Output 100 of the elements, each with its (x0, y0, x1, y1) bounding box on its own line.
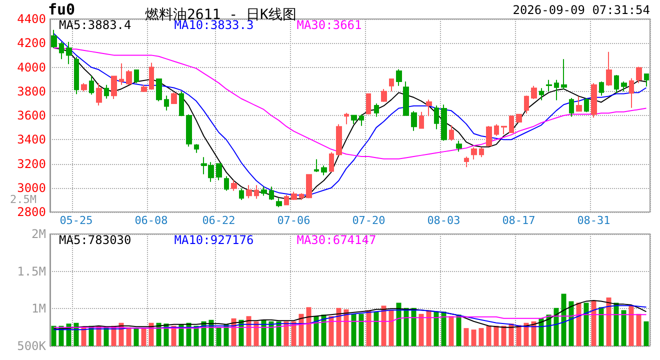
candlestick (359, 114, 364, 126)
y-tick-label: 1.5M (17, 264, 46, 278)
x-tick-label: 05-25 (60, 214, 93, 227)
candlestick (134, 70, 139, 84)
y-tick-label: 1M (32, 302, 46, 316)
candlestick (269, 186, 274, 200)
candlestick (59, 41, 64, 60)
series-label: MA5:3883.4 (59, 18, 132, 32)
candlestick (224, 176, 229, 192)
candlestick (276, 198, 282, 208)
candlestick (126, 70, 132, 86)
text: MA5:783030 (59, 233, 132, 247)
candlestick (111, 75, 117, 100)
candlestick (501, 125, 507, 135)
text: MA30:3661 (296, 18, 362, 32)
text: 2.5M (10, 193, 37, 206)
x-tick-label: 06-22 (202, 214, 236, 227)
candlestick (344, 112, 349, 125)
candlestick (149, 62, 154, 90)
candlestick (621, 80, 627, 92)
candlestick (74, 56, 79, 95)
y-tick-label: 3200 (17, 156, 46, 171)
candlestick (239, 188, 244, 200)
candlestick (186, 114, 192, 148)
x-tick-label: 08-03 (427, 214, 460, 227)
candlestick (254, 184, 259, 200)
candlestick (584, 98, 589, 113)
candlestick (441, 104, 447, 142)
candlestick (291, 191, 297, 200)
x-tick-label: 07-06 (277, 214, 310, 227)
candlestick (531, 85, 537, 100)
y-tick-label: 4200 (17, 36, 46, 50)
x-tick-label: 08-31 (577, 214, 610, 227)
candlestick (486, 125, 492, 147)
x-tick-label: 07-20 (352, 214, 386, 227)
candlestick (464, 156, 469, 168)
line-series (53, 47, 647, 160)
candlestick (366, 93, 371, 115)
candlestick (284, 194, 289, 206)
candlestick (554, 79, 559, 101)
candlestick (516, 114, 522, 124)
candlestick (509, 115, 514, 134)
candlestick (569, 98, 574, 118)
text: fu0 (48, 0, 76, 18)
candlestick (471, 146, 477, 160)
candlestick (389, 78, 394, 92)
y-tick-label: 3000 (17, 180, 46, 195)
candlestick (336, 124, 342, 156)
text: MA30:674147 (296, 233, 376, 247)
candlestick (396, 68, 402, 86)
candlestick (156, 78, 162, 102)
candlestick (141, 84, 147, 92)
candlestick (561, 58, 567, 90)
candlestick (171, 92, 177, 104)
y-tick-label: 500K (17, 339, 47, 353)
candlestick (411, 110, 417, 132)
candlestick (299, 192, 304, 200)
candlestick (66, 41, 72, 65)
candlestick (96, 82, 102, 106)
candlestick (179, 90, 184, 117)
y-tick-label: 4000 (17, 60, 46, 74)
y-tick-label: 2M (32, 227, 46, 241)
candlestick (374, 102, 379, 118)
text: 2026-09-09 07:31:54 (512, 3, 650, 17)
candlestick (104, 84, 109, 100)
candlestick (591, 82, 597, 118)
candlestick (164, 95, 169, 112)
candlestick (314, 158, 319, 172)
line-series (53, 300, 647, 330)
candlestick (216, 163, 222, 181)
candlestick (636, 66, 642, 84)
y-tick-label: 2800 (17, 205, 46, 219)
candlestick (306, 174, 312, 199)
candlestick (606, 51, 612, 86)
candlestick (419, 111, 424, 129)
line-series (53, 305, 647, 330)
candlestick (329, 152, 334, 172)
candlestick (644, 74, 649, 88)
candlestick (494, 124, 499, 136)
candlestick (576, 96, 582, 112)
candlestick (119, 62, 124, 86)
candlestick (614, 74, 619, 94)
y-tick-label: 4400 (17, 12, 46, 26)
y-tick-label: 3800 (17, 84, 46, 98)
candlestick (381, 88, 387, 102)
text: MA10:927176 (174, 233, 254, 247)
candlestick (456, 140, 462, 152)
y-tick-label: 3400 (17, 132, 46, 147)
candlestick (434, 104, 439, 130)
candlestick (321, 164, 327, 176)
candlestick (89, 75, 94, 96)
x-tick-label: 06-08 (134, 214, 168, 227)
y-tick-label: 3600 (17, 108, 46, 122)
candlestick (599, 80, 604, 96)
x-tick-label: 08-17 (502, 214, 536, 227)
candlestick (51, 29, 57, 48)
candlestick (81, 82, 87, 92)
candlestick (231, 180, 237, 192)
candlestick (246, 184, 252, 199)
candlestick (426, 99, 432, 117)
